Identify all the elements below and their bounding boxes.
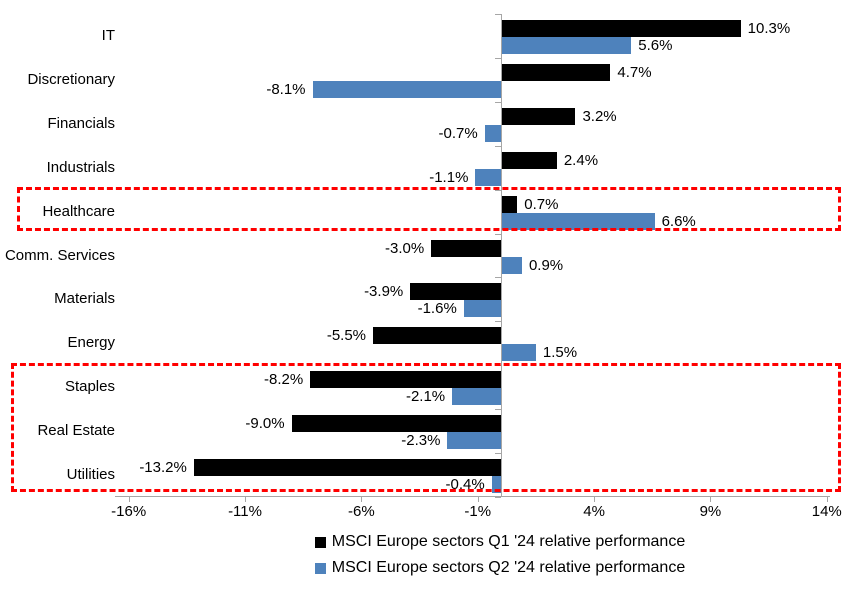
y-axis-tick (495, 453, 501, 454)
bar-q1-energy (373, 327, 501, 345)
bar-q2-materials (463, 300, 501, 318)
y-axis-tick (495, 321, 501, 323)
legend-item-q1: MSCI Europe sectors Q1 '24 relative perf… (314, 533, 686, 551)
bar-q2-comm-services (501, 256, 522, 274)
bar-q1-discretionary (501, 63, 611, 81)
category-label-utilities: Utilities (66, 466, 115, 483)
value-label-q1-comm-services: -3.0% (385, 239, 425, 257)
bar-q1-it (501, 20, 741, 37)
x-tick-label: 4% (583, 503, 605, 520)
legend-item-q2: MSCI Europe sectors Q2 '24 relative perf… (314, 559, 686, 577)
value-label-q1-it: 10.3% (747, 20, 791, 37)
bar-q1-healthcare (501, 195, 518, 213)
x-tick-label: -11% (228, 503, 262, 520)
legend: MSCI Europe sectors Q1 '24 relative perf… (148, 533, 852, 577)
value-label-q2-energy: 1.5% (542, 344, 578, 362)
legend-label-q2: MSCI Europe sectors Q2 '24 relative perf… (331, 559, 686, 576)
value-label-q2-discretionary: -8.1% (266, 80, 306, 98)
bar-q1-financials (501, 107, 576, 125)
x-axis-tick (128, 496, 130, 502)
bar-q1-staples (310, 371, 501, 389)
category-label-it: IT (101, 27, 115, 44)
x-axis-tick (826, 496, 828, 502)
x-axis-tick (477, 496, 479, 502)
bar-q1-comm-services (431, 239, 501, 257)
x-tick-label: 14% (811, 503, 842, 520)
q1-legend-swatch-icon (314, 536, 326, 548)
x-tick-label: -16% (111, 503, 147, 520)
x-tick-label: -6% (348, 503, 375, 520)
y-axis-tick (495, 409, 501, 411)
value-label-q1-financials: 3.2% (582, 107, 617, 125)
value-label-q1-energy: -5.5% (326, 327, 367, 345)
bar-q1-industrials (501, 151, 557, 169)
value-label-q1-real-estate: -9.0% (245, 415, 285, 433)
q2-legend-swatch-icon (314, 562, 326, 574)
value-label-q2-materials: -1.6% (417, 300, 457, 318)
x-axis-tick (710, 496, 712, 502)
y-axis-line (501, 14, 502, 496)
value-label-q1-materials: -3.9% (364, 283, 404, 301)
highlight-box-2 (11, 362, 841, 492)
bar-q2-financials (484, 124, 501, 142)
highlight-box-1 (17, 187, 841, 232)
y-axis-tick (495, 496, 501, 498)
y-axis-tick (495, 101, 501, 103)
value-label-q1-utilities: -13.2% (139, 459, 187, 476)
category-label-staples: Staples (64, 378, 115, 396)
bar-q2-it (501, 37, 632, 54)
bar-q2-real-estate (447, 432, 501, 450)
y-axis-tick (495, 233, 501, 235)
x-axis-tick (361, 496, 363, 502)
bar-q2-utilities (491, 476, 501, 493)
bar-q2-healthcare (501, 212, 655, 230)
bar-q2-industrials (475, 168, 501, 186)
value-label-q2-financials: -0.7% (438, 124, 478, 142)
category-label-materials: Materials (54, 290, 115, 308)
value-label-q1-staples: -8.2% (264, 371, 304, 389)
category-label-discretionary: Discretionary (27, 70, 115, 88)
x-axis-tick (245, 496, 247, 502)
value-label-q1-healthcare: 0.7% (524, 195, 559, 213)
bar-q1-utilities (193, 459, 501, 476)
bar-q2-discretionary (312, 80, 501, 98)
bar-q2-staples (452, 388, 501, 406)
category-label-energy: Energy (67, 334, 115, 352)
category-label-real-estate: Real Estate (37, 422, 115, 440)
y-axis-tick (495, 14, 501, 15)
bar-q1-real-estate (291, 415, 501, 433)
value-label-q1-industrials: 2.4% (563, 151, 599, 169)
category-label-healthcare: Healthcare (42, 202, 115, 220)
value-label-q2-industrials: -1.1% (429, 168, 469, 186)
category-label-financials: Financials (47, 114, 115, 132)
x-tick-label: 9% (699, 503, 722, 520)
x-axis-tick (594, 496, 596, 502)
y-axis-tick (495, 57, 501, 59)
y-axis-tick (495, 145, 501, 147)
value-label-q1-discretionary: 4.7% (617, 63, 652, 81)
x-axis-line (115, 496, 830, 497)
category-label-industrials: Industrials (46, 158, 115, 176)
y-axis-tick (495, 277, 501, 279)
legend-label-q1: MSCI Europe sectors Q1 '24 relative perf… (331, 533, 686, 550)
bar-q2-energy (501, 344, 536, 362)
value-label-q2-comm-services: 0.9% (528, 256, 564, 274)
value-label-q2-healthcare: 6.6% (661, 212, 696, 230)
value-label-q2-it: 5.6% (638, 37, 673, 54)
value-label-q2-real-estate: -2.3% (401, 432, 441, 450)
value-label-q2-utilities: -0.4% (445, 476, 485, 493)
x-tick-label: -1% (464, 503, 492, 520)
category-label-comm-services: Comm. Services (4, 246, 115, 264)
value-label-q2-staples: -2.1% (405, 388, 446, 406)
bar-q1-materials (410, 283, 501, 301)
